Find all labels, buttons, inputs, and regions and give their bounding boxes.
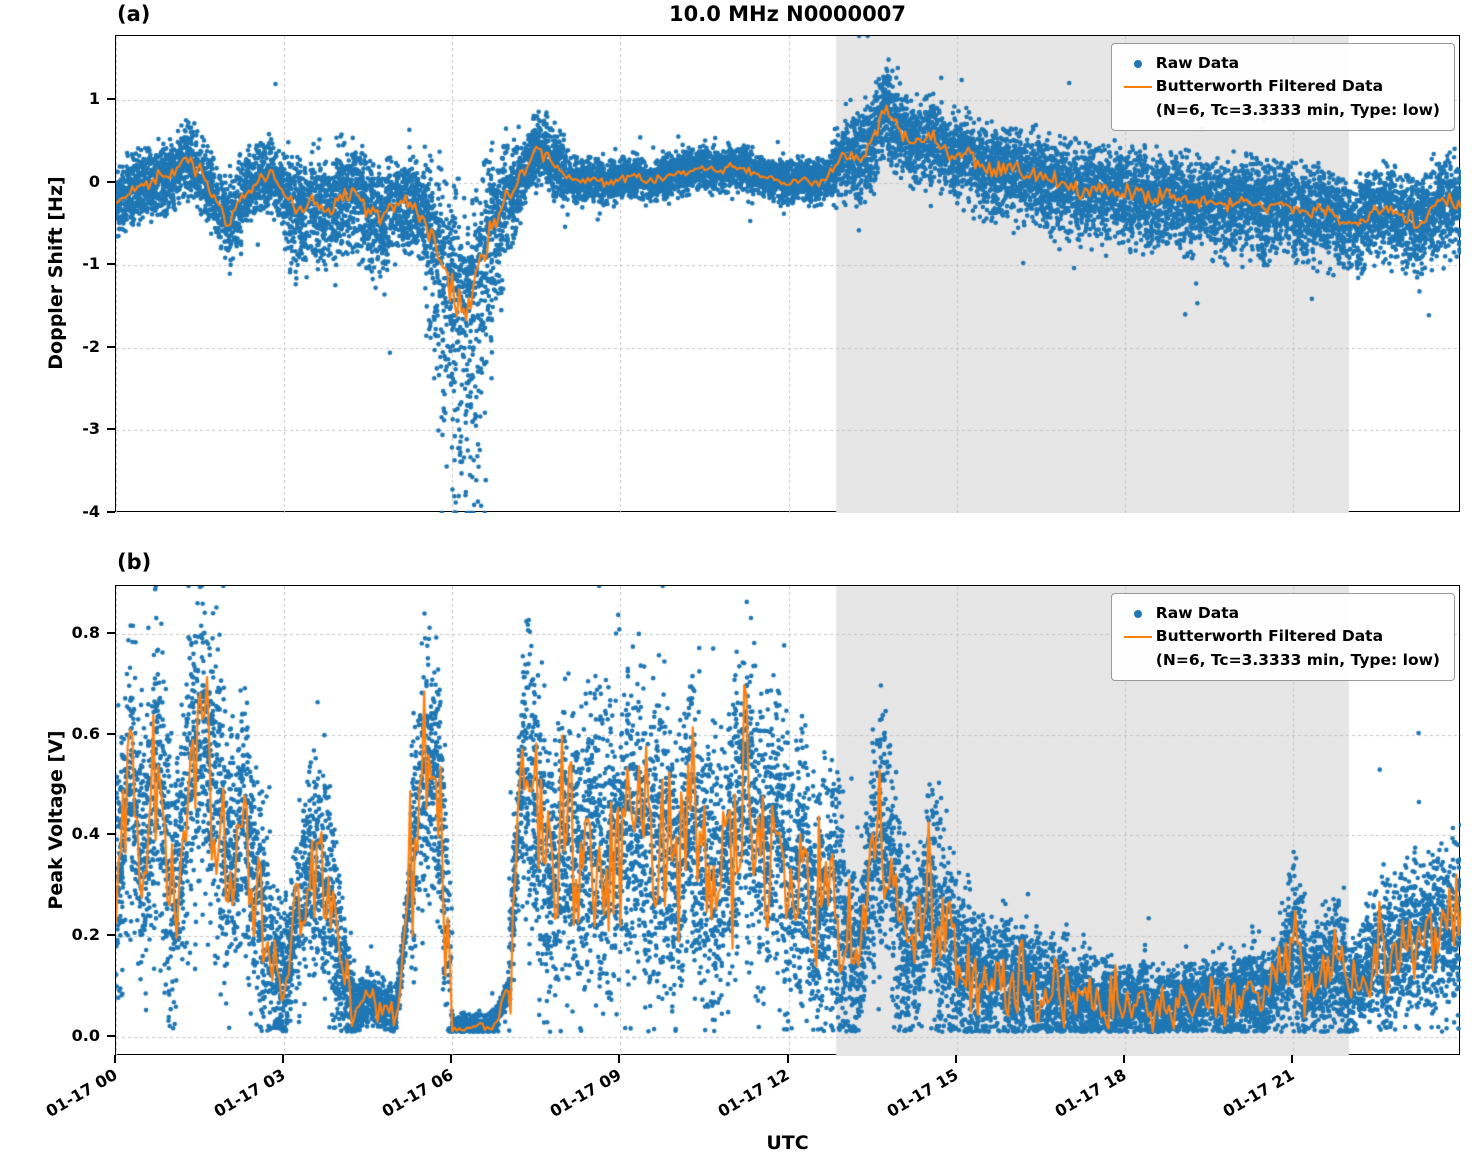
y-tick-label: -1 (82, 254, 100, 274)
legend-row-raw: Raw Data (1120, 602, 1440, 625)
legend-filtered-label: Butterworth Filtered Data (1155, 77, 1384, 96)
y-tick-label: 0.6 (71, 723, 100, 743)
chart-title: 10.0 MHz N0000007 (669, 2, 906, 26)
legend-raw-label: Raw Data (1155, 604, 1240, 622)
legend-row-filtered-sub: (N=6, Tc=3.3333 min, Type: low) (1120, 99, 1440, 122)
legend-row-raw: Raw Data (1120, 52, 1440, 75)
x-tick-mark (114, 1055, 116, 1063)
legend-panel-a: Raw Data Butterworth Filtered Data (N=6,… (1110, 43, 1455, 131)
x-tick-label: 01-17 09 (546, 1065, 625, 1121)
y-tick-mark (107, 934, 115, 937)
x-tick-mark (954, 1055, 957, 1063)
legend-filtered-sublabel: (N=6, Tc=3.3333 min, Type: low) (1155, 650, 1440, 669)
x-tick-mark (1122, 1055, 1125, 1063)
y-tick-label: 1 (88, 89, 100, 109)
legend-raw-label: Raw Data (1155, 54, 1240, 72)
x-tick-mark (1290, 1055, 1293, 1063)
x-tick-label: 01-17 21 (1219, 1065, 1298, 1121)
filtered-line-marker-icon (1123, 85, 1152, 88)
x-tick-label: 01-17 12 (715, 1065, 793, 1121)
x-tick-label: 01-17 15 (883, 1065, 962, 1121)
y-tick-label: -2 (82, 336, 100, 356)
y-tick-label: -4 (82, 502, 100, 521)
raw-data-marker-icon (1133, 59, 1142, 68)
filtered-line-marker-icon (1123, 635, 1152, 638)
raw-data-marker-icon (1133, 609, 1142, 618)
legend-filtered-sublabel: (N=6, Tc=3.3333 min, Type: low) (1155, 100, 1440, 119)
y-tick-mark (107, 98, 115, 101)
legend-row-filtered-sub: (N=6, Tc=3.3333 min, Type: low) (1120, 649, 1440, 672)
x-tick-label: 01-17 06 (378, 1065, 457, 1121)
x-tick-mark (282, 1055, 285, 1063)
legend-row-filtered: Butterworth Filtered Data (1120, 75, 1440, 98)
y-tick-label: -3 (82, 419, 100, 439)
panel-b-label: (b) (117, 550, 152, 574)
legend-row-filtered: Butterworth Filtered Data (1120, 625, 1440, 648)
panel-a-label: (a) (117, 2, 151, 26)
y-tick-mark (107, 1034, 115, 1037)
x-tick-label: 01-17 18 (1051, 1065, 1130, 1121)
y-tick-mark (107, 180, 115, 183)
y-tick-mark (107, 833, 115, 836)
y-tick-label: 0.8 (71, 622, 100, 642)
x-tick-mark (450, 1055, 453, 1063)
y-tick-mark (107, 263, 115, 266)
y-axis-label-voltage: Peak Voltage [V] (45, 730, 67, 910)
y-tick-mark (107, 345, 115, 348)
y-tick-label: 0.4 (71, 824, 100, 844)
x-tick-label: 01-17 00 (42, 1065, 121, 1121)
x-tick-mark (786, 1055, 789, 1063)
y-tick-mark (107, 631, 115, 634)
y-tick-label: 0 (88, 171, 100, 191)
x-axis-label: UTC (766, 1132, 809, 1154)
legend-panel-b: Raw Data Butterworth Filtered Data (N=6,… (1110, 593, 1455, 681)
x-tick-mark (618, 1055, 621, 1063)
y-tick-mark (107, 428, 115, 431)
y-tick-mark (107, 732, 115, 735)
y-tick-label: 0.2 (71, 925, 100, 945)
legend-filtered-label: Butterworth Filtered Data (1155, 627, 1384, 646)
y-tick-mark (107, 511, 115, 513)
x-tick-label: 01-17 03 (210, 1065, 289, 1121)
y-tick-label: 0.0 (71, 1025, 100, 1045)
